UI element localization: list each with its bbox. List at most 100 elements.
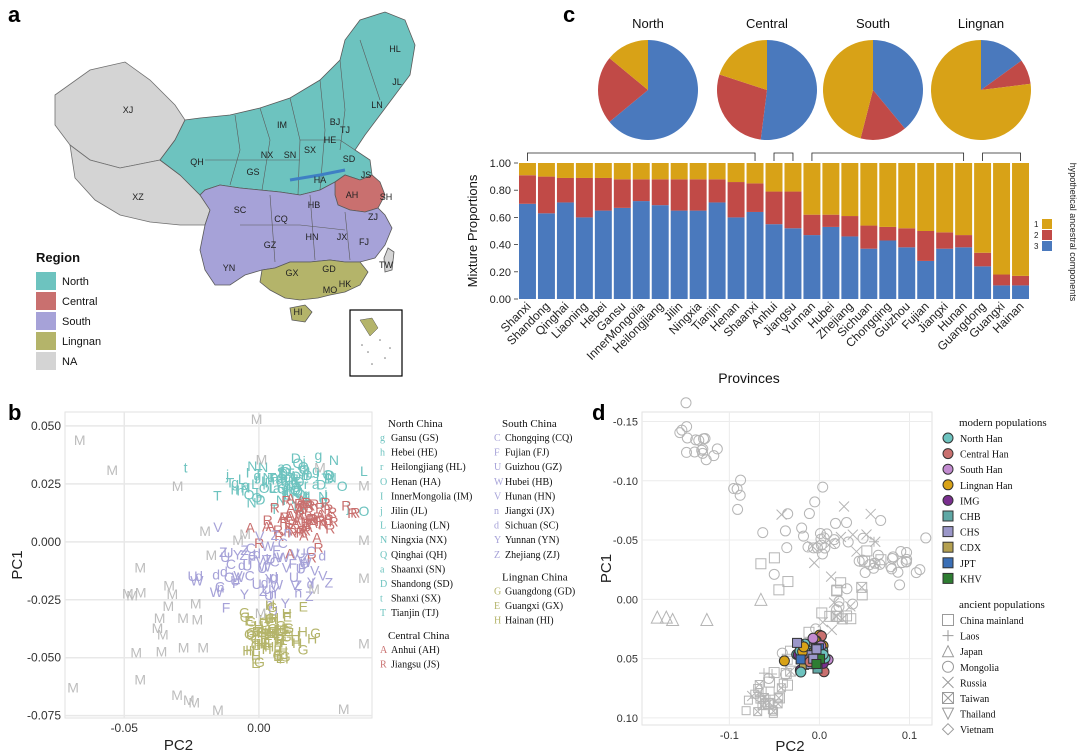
pca-point: N [329, 452, 339, 468]
pca-point: D [325, 467, 335, 483]
pca-point: M [308, 581, 320, 597]
pca-point: d [261, 574, 269, 590]
pca-point: U [264, 587, 274, 603]
pca-point: I [290, 474, 294, 490]
bar-segment [594, 177, 612, 211]
legend-symbol: U [494, 462, 502, 473]
pca-point: t [281, 486, 285, 502]
pca-point: I [304, 488, 308, 504]
province-label: HL [389, 44, 401, 54]
pca-point: L [255, 485, 263, 501]
pca-point: Q [293, 455, 304, 471]
ancient-point [768, 552, 780, 564]
pca-point: L [280, 465, 288, 481]
pca-point: R [307, 550, 317, 566]
pca-point: A [262, 519, 272, 535]
legend-label: Qinghai (QH) [391, 550, 447, 561]
legend-label: Zhejiang (ZJ) [505, 550, 560, 561]
province-label: SD [343, 154, 356, 164]
pie-slice [609, 40, 698, 141]
pca-point: T [226, 474, 235, 490]
pca-point: R [270, 499, 280, 515]
bar-segment [879, 240, 897, 299]
pca-point: a [271, 468, 279, 484]
ancient-point [815, 539, 827, 551]
pca-point: G [276, 629, 287, 645]
pca-point: G [244, 626, 255, 642]
legend-symbol: d [494, 521, 499, 532]
ancient-point [910, 567, 922, 579]
pca-point: g [254, 468, 262, 484]
group-bracket [773, 152, 794, 161]
x-tick-label: 0.00 [247, 721, 271, 735]
bar-segment [689, 179, 707, 211]
pca-point: V [255, 552, 265, 568]
pca-point: M [183, 692, 195, 708]
bar-segment [670, 179, 688, 211]
pca-point: r [294, 472, 299, 488]
pca-point: M [122, 586, 134, 602]
pca-point: M [135, 584, 147, 600]
legend-label: Vietnam [960, 725, 994, 736]
pca-point: L [269, 480, 277, 496]
pca-point: O [295, 486, 306, 502]
province-label: HK [339, 279, 352, 289]
pca-point: W [270, 576, 284, 592]
pca-point: R [304, 504, 314, 520]
legend-symbol: R [380, 659, 387, 670]
pca-point: C [245, 568, 255, 584]
ancient-point [732, 503, 744, 515]
legend-symbol [942, 692, 954, 704]
pca-point: W [190, 572, 204, 588]
pca-point: I [261, 473, 265, 489]
province-label: JS [361, 170, 372, 180]
bar-segment [974, 163, 992, 253]
pca-point: H [257, 637, 267, 653]
pca-point: t [184, 460, 188, 476]
legend-title: ancient populations [959, 599, 1045, 611]
pca-point: D [303, 467, 313, 483]
legend-swatch [1042, 230, 1052, 240]
legend-swatch [1042, 241, 1052, 251]
legend-symbol: r [380, 462, 384, 473]
pca-point: R [318, 516, 328, 532]
region-taiwan [383, 247, 395, 273]
pca-point: I [291, 491, 295, 507]
legend-title: hypothetical ancestral components [1068, 163, 1078, 302]
legend-label: China mainland [960, 616, 1024, 627]
pca-point: R [279, 514, 289, 530]
pca-point: H [260, 621, 270, 637]
legend-swatch [36, 352, 56, 370]
ancient-point [857, 554, 869, 566]
ancient-point [914, 564, 926, 576]
pca-point: R [302, 515, 312, 531]
legend-label: Chongqing (CQ) [505, 433, 573, 444]
pca-point: A [286, 490, 296, 506]
legend-symbol: V [494, 491, 502, 502]
ancient-point [920, 532, 932, 544]
pca-point: R [299, 499, 309, 515]
bar-segment [936, 163, 954, 233]
legend-label: Anhui (AH) [391, 645, 440, 656]
legend-label: CHS [960, 528, 979, 539]
pca-point: G [267, 599, 278, 615]
panel-label-d: d [592, 400, 606, 425]
panel-d-pca: -0.15 -0.10 -0.05 0.00 0.05 0.10 -0.1 0.0 0.1 PC2… [598, 397, 1047, 752]
pca-point: M [172, 478, 184, 494]
legend-label: CHB [960, 512, 981, 523]
pca-point: N [276, 492, 286, 508]
bar-segment [519, 163, 536, 176]
pca-point: G [259, 614, 270, 630]
pca-point: C [278, 535, 288, 551]
legend-symbol [942, 557, 954, 569]
pca-point: M [197, 640, 209, 656]
pca-point: H [256, 636, 266, 652]
legend-label: Yunnan (YN) [505, 535, 559, 546]
legend-symbol: L [380, 521, 386, 532]
ancient-point [817, 481, 829, 493]
province-label: JL [392, 77, 402, 87]
pca-point: Z [239, 547, 248, 563]
pca-point: E [299, 598, 308, 614]
pca-point: G [250, 631, 261, 647]
x-tick-label: 0.0 [812, 730, 827, 742]
